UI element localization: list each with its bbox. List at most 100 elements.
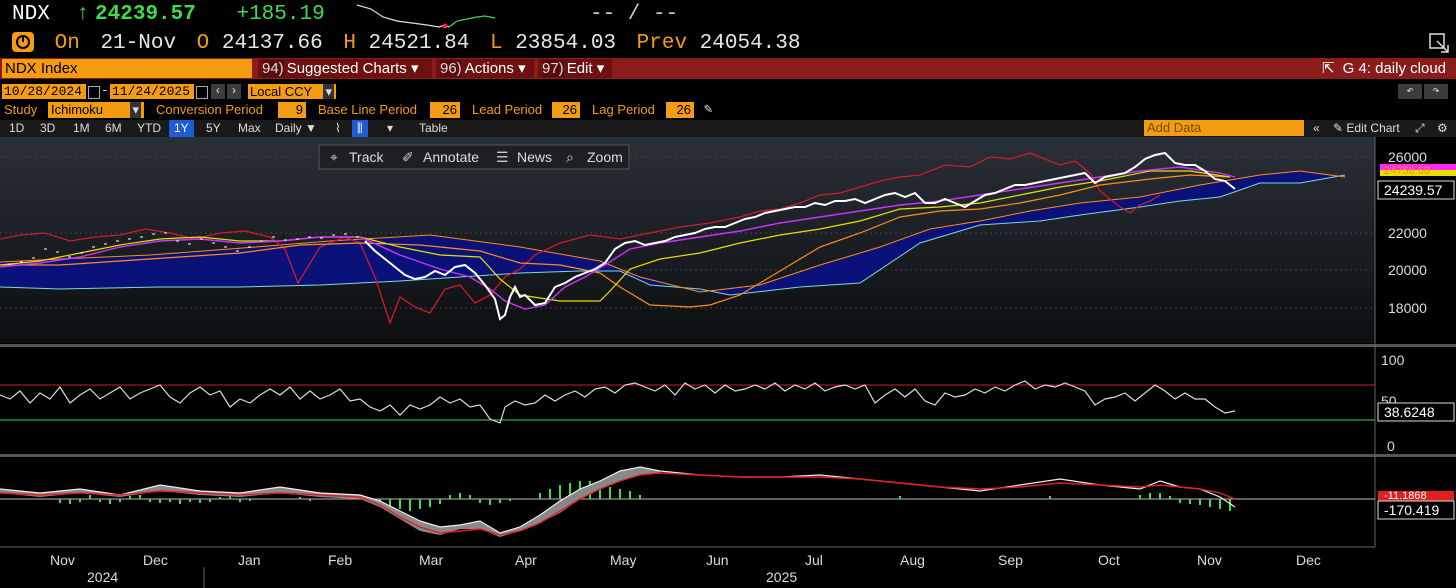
high-value: 24521.84: [368, 32, 470, 55]
panel-divider[interactable]: [0, 454, 1456, 457]
quote-date: 21-Nov: [100, 32, 177, 55]
period-1y[interactable]: 1Y: [169, 120, 194, 137]
x-tick: Aug: [900, 552, 925, 568]
period-5y[interactable]: 5Y: [206, 121, 221, 135]
period-6m[interactable]: 6M: [105, 121, 122, 135]
annotate-button[interactable]: Annotate: [423, 149, 479, 165]
table-button[interactable]: Table: [419, 121, 448, 135]
caret-down-icon: ▾: [518, 60, 526, 77]
y-tick: 20000: [1388, 262, 1427, 278]
lag-field[interactable]: 26: [666, 102, 694, 118]
rsi-tick: 100: [1381, 352, 1405, 368]
lagging-span-line: [0, 152, 1161, 325]
zoom-icon: ⌕: [566, 149, 574, 165]
conversion-field[interactable]: 9: [278, 102, 306, 118]
zoom-button[interactable]: Zoom: [587, 149, 623, 165]
on-label: On: [54, 32, 80, 55]
period-1m[interactable]: 1M: [73, 121, 90, 135]
gear-icon[interactable]: ⚙: [1437, 121, 1448, 135]
currency-select[interactable]: Local CCY ▾: [248, 84, 336, 99]
x-tick: Jun: [706, 552, 729, 568]
last-price: ↑ 24239.57: [76, 3, 209, 26]
calendar-icon[interactable]: [88, 86, 100, 99]
ticker[interactable]: NDX: [12, 3, 50, 26]
x-tick: Nov: [1197, 552, 1222, 568]
edit-num: 97): [542, 60, 564, 77]
suggested-num: 94): [262, 60, 284, 77]
base-line-label: Base Line Period: [318, 102, 418, 117]
line-chart-icon[interactable]: ⌇: [335, 121, 341, 135]
period-1d[interactable]: 1D: [9, 121, 25, 135]
news-button[interactable]: News: [517, 149, 552, 165]
news-icon: ☰: [496, 149, 509, 165]
x-tick: Jul: [805, 552, 823, 568]
macd-signal-line: [0, 472, 1236, 536]
x-tick: Nov: [50, 552, 75, 568]
pencil-icon[interactable]: ✎: [704, 102, 713, 118]
x-tick: Sep: [998, 552, 1023, 568]
macd-histogram: [59, 481, 1231, 511]
actions-num: 96): [440, 60, 462, 77]
year-label: 2024: [87, 569, 118, 585]
ichimoku-chart[interactable]: ⌖ Track ✐ Annotate ☰ News ⌕ Zoom 26000 2…: [0, 137, 1456, 588]
x-tick: Dec: [143, 552, 168, 568]
next-range-button[interactable]: ›: [227, 84, 241, 99]
study-select[interactable]: Ichimoku ▾: [48, 102, 144, 118]
expand-icon[interactable]: ⤢: [1415, 121, 1425, 135]
period-3d[interactable]: 3D: [40, 121, 56, 135]
x-tick: Oct: [1098, 552, 1120, 568]
caret-down-icon: ▾: [130, 102, 141, 118]
track-button[interactable]: Track: [349, 149, 384, 165]
chart-type-caret-icon[interactable]: ▾: [387, 121, 394, 135]
period-max[interactable]: Max: [238, 121, 261, 135]
chart-title-text: G 4: daily cloud: [1342, 60, 1446, 77]
last-price-tag: [1377, 180, 1455, 200]
macd-tag: [1377, 500, 1455, 520]
chart-toolbar: [318, 144, 630, 170]
security-field[interactable]: NDX Index: [2, 59, 252, 78]
base-line: [0, 174, 1231, 308]
sparkline-icon: [357, 4, 496, 29]
edit-chart-button[interactable]: ✎ Edit Chart: [1328, 120, 1405, 137]
collapse-icon[interactable]: «: [1313, 121, 1320, 135]
undo-button[interactable]: ↶: [1398, 84, 1422, 99]
actions-menu[interactable]: 96) Actions ▾: [436, 59, 534, 78]
caret-down-icon: ▾: [410, 60, 419, 77]
open-label: O: [196, 32, 210, 55]
x-tick: May: [610, 552, 636, 568]
prev-range-button[interactable]: ‹: [211, 84, 225, 99]
chart-title[interactable]: ⇱ G 4: daily cloud: [1322, 59, 1446, 78]
lead-field[interactable]: 26: [552, 102, 580, 118]
candle-chart-icon[interactable]: ⫼: [352, 120, 368, 137]
bid-ask: -- / --: [590, 3, 679, 26]
suggested-charts-menu[interactable]: 94) Suggested Charts ▾: [258, 59, 432, 78]
annotate-icon: ✐: [402, 149, 414, 165]
redo-button[interactable]: ↷: [1424, 84, 1448, 99]
frequency-select[interactable]: Daily ▼: [270, 120, 322, 137]
add-data-input[interactable]: Add Data: [1144, 120, 1304, 136]
x-tick: Jan: [238, 552, 261, 568]
rsi-tag: [1377, 402, 1455, 422]
popout-icon[interactable]: [1428, 32, 1450, 54]
base-marker: [1380, 170, 1456, 176]
end-date-field[interactable]: 11/24/2025: [110, 84, 194, 99]
cloud-label: 24758.68: [1384, 165, 1430, 177]
edit-chart-label: Edit Chart: [1346, 121, 1400, 135]
range-separator: -: [101, 83, 109, 98]
panel-divider[interactable]: [0, 344, 1456, 347]
span-b-line: [0, 174, 1346, 296]
year-label: 2025: [766, 569, 797, 585]
rsi-panel-bg: [0, 347, 1375, 453]
study-value: Ichimoku: [51, 102, 104, 117]
prev-label: Prev: [636, 32, 688, 55]
period-ytd[interactable]: YTD: [137, 121, 161, 135]
calendar-icon[interactable]: [196, 86, 208, 99]
base-line-field[interactable]: 26: [430, 102, 460, 118]
rsi-line: [0, 380, 1236, 424]
y-tick: 18000: [1388, 300, 1427, 316]
x-tick: Mar: [419, 552, 443, 568]
conversion-marker: [1380, 164, 1456, 170]
start-date-field[interactable]: 10/28/2024: [2, 84, 86, 99]
external-link-icon: ⇱: [1322, 60, 1335, 77]
edit-menu[interactable]: 97) Edit ▾: [538, 59, 612, 78]
